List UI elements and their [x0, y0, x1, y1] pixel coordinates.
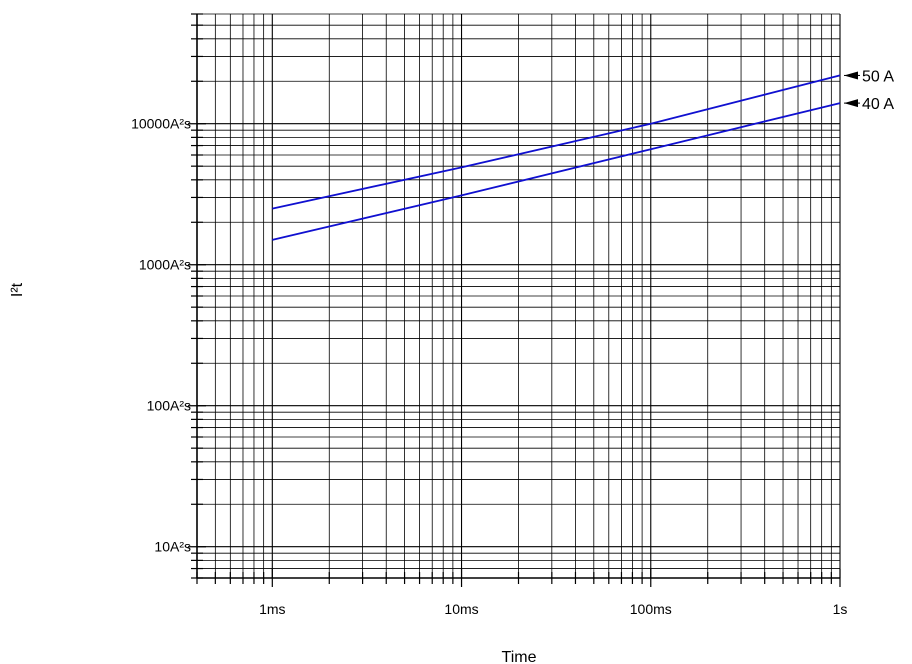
y-tick-label: 10A²s — [154, 539, 191, 555]
series-label-arrow — [844, 99, 858, 108]
series-label: 40 A — [862, 96, 894, 113]
tick-labels: 1ms 10ms 100ms 1s 10A²s 100A²s 1000A²s 10000A²s — [131, 116, 847, 617]
series-line — [272, 74, 841, 210]
x-tick-label: 1ms — [259, 601, 285, 617]
series-label-arrow — [844, 71, 858, 80]
x-tick-label: 1s — [833, 601, 848, 617]
y-tick-label: 100A²s — [147, 398, 191, 414]
y-tick-label: 10000A²s — [131, 116, 191, 132]
series-line — [272, 102, 841, 241]
x-tick-label: 100ms — [630, 601, 672, 617]
x-axis-label: Time — [502, 649, 537, 664]
series-lines — [272, 74, 841, 241]
grid-major — [197, 14, 841, 578]
series-label: 50 A — [862, 68, 894, 85]
y-tick-label: 1000A²s — [139, 257, 191, 273]
series-labels: 50 A 40 A — [844, 68, 894, 113]
grid-minor — [196, 13, 840, 579]
tick-marks — [188, 13, 841, 587]
x-tick-label: 10ms — [444, 601, 478, 617]
y-axis-label: I²t — [9, 282, 26, 297]
